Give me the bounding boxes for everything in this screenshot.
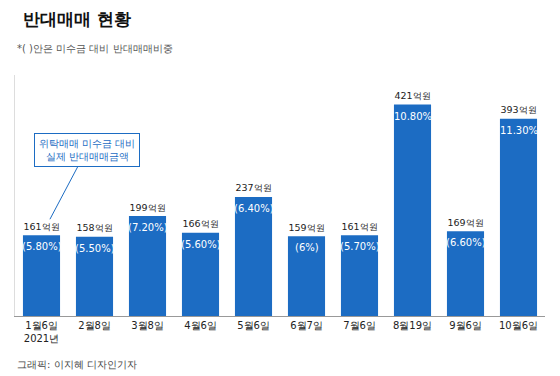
svg-text:(6%): (6%): [295, 242, 319, 253]
svg-text:(6.60%): (6.60%): [446, 237, 486, 248]
svg-text:(5.60%): (5.60%): [181, 239, 221, 250]
svg-text:159억원: 159억원: [288, 222, 324, 233]
svg-text:*( )안은 미수금 대비 반대매매비중: *( )안은 미수금 대비 반대매매비중: [17, 43, 173, 54]
svg-text:237억원: 237억원: [235, 182, 271, 193]
svg-text:1월6일2021년: 1월6일2021년: [24, 320, 59, 344]
svg-text:9월6일: 9월6일: [449, 320, 482, 331]
svg-text:7월6일: 7월6일: [343, 320, 376, 331]
svg-text:(5.50%): (5.50%): [75, 243, 115, 254]
svg-text:161억원: 161억원: [341, 221, 377, 232]
svg-text:(11.30%): (11.30%): [496, 125, 542, 136]
svg-text:(6.40%): (6.40%): [234, 203, 274, 214]
svg-text:2월8일: 2월8일: [78, 320, 111, 331]
svg-text:(10.80%): (10.80%): [390, 111, 436, 122]
svg-text:161억원: 161억원: [23, 221, 59, 232]
svg-text:(5.70%): (5.70%): [340, 241, 380, 252]
svg-text:393억원: 393억원: [500, 104, 536, 115]
svg-text:169억원: 169억원: [447, 217, 483, 228]
svg-text:5월6일: 5월6일: [237, 320, 270, 331]
svg-text:위탁매매 미수금 대비실제 반대매매금액: 위탁매매 미수금 대비실제 반대매매금액: [39, 138, 135, 162]
svg-text:(5.80%): (5.80%): [22, 241, 62, 252]
svg-text:158억원: 158억원: [76, 222, 112, 233]
svg-text:199억원: 199억원: [129, 202, 165, 213]
svg-text:3월8일: 3월8일: [131, 320, 164, 331]
svg-text:4월6일: 4월6일: [184, 320, 217, 331]
svg-text:8월19일: 8월19일: [393, 320, 432, 331]
svg-text:166억원: 166억원: [182, 218, 218, 229]
svg-text:6월7일: 6월7일: [290, 320, 323, 331]
svg-text:(7.20%): (7.20%): [128, 222, 168, 233]
svg-text:반대매매 현황: 반대매매 현황: [23, 9, 131, 29]
svg-text:그래픽: 이지혜 디자인기자: 그래픽: 이지혜 디자인기자: [17, 359, 137, 370]
svg-text:10월6일: 10월6일: [499, 320, 538, 331]
svg-text:421억원: 421억원: [394, 90, 430, 101]
